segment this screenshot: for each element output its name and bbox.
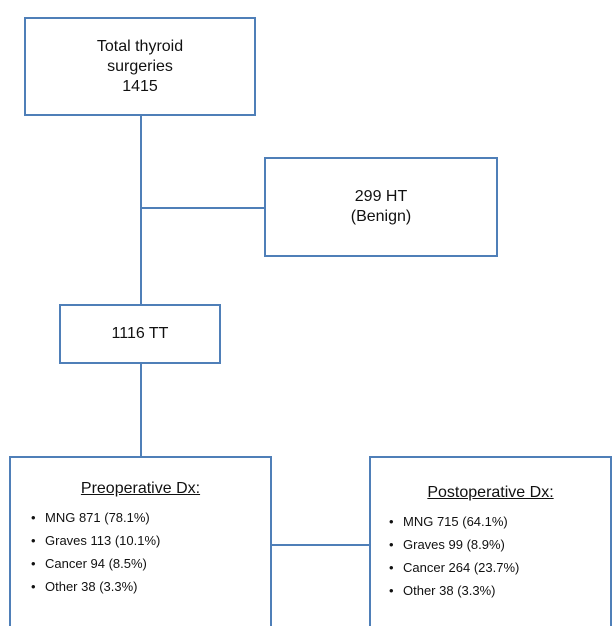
total-surgeries-count: 1415 xyxy=(122,77,158,95)
list-item: Graves 113 (10.1%) xyxy=(31,529,270,552)
list-item: Cancer 264 (23.7%) xyxy=(389,556,610,579)
preoperative-dx-header: Preoperative Dx: xyxy=(80,480,201,497)
preoperative-dx-list: MNG 871 (78.1%) Graves 113 (10.1%) Cance… xyxy=(31,506,270,598)
list-item: Graves 99 (8.9%) xyxy=(389,533,610,556)
connector-preop-to-postop xyxy=(270,544,371,546)
tt-box: 1116 TT xyxy=(59,304,221,364)
connector-branch-to-ht xyxy=(140,207,265,209)
total-surgeries-box: Total thyroid surgeries 1415 xyxy=(24,17,256,116)
postoperative-dx-box: Postoperative Dx: MNG 715 (64.1%) Graves… xyxy=(369,456,612,626)
list-item: MNG 715 (64.1%) xyxy=(389,510,610,533)
list-item: Cancer 94 (8.5%) xyxy=(31,552,270,575)
ht-count-label: 299 HT xyxy=(354,188,408,205)
postoperative-dx-header: Postoperative Dx: xyxy=(427,484,554,501)
list-item: MNG 871 (78.1%) xyxy=(31,506,270,529)
total-surgeries-label-line2: surgeries xyxy=(107,57,173,75)
postoperative-dx-list: MNG 715 (64.1%) Graves 99 (8.9%) Cancer … xyxy=(389,510,610,602)
connector-total-to-tt xyxy=(140,114,142,306)
preoperative-dx-box: Preoperative Dx: MNG 871 (78.1%) Graves … xyxy=(9,456,272,626)
ht-benign-label: (Benign) xyxy=(350,208,412,225)
list-item: Other 38 (3.3%) xyxy=(31,575,270,598)
connector-tt-to-preop xyxy=(140,362,142,457)
tt-count-label: 1116 TT xyxy=(111,325,169,342)
ht-benign-box: 299 HT (Benign) xyxy=(264,157,498,257)
list-item: Other 38 (3.3%) xyxy=(389,579,610,602)
total-surgeries-label-line1: Total thyroid xyxy=(96,37,184,55)
